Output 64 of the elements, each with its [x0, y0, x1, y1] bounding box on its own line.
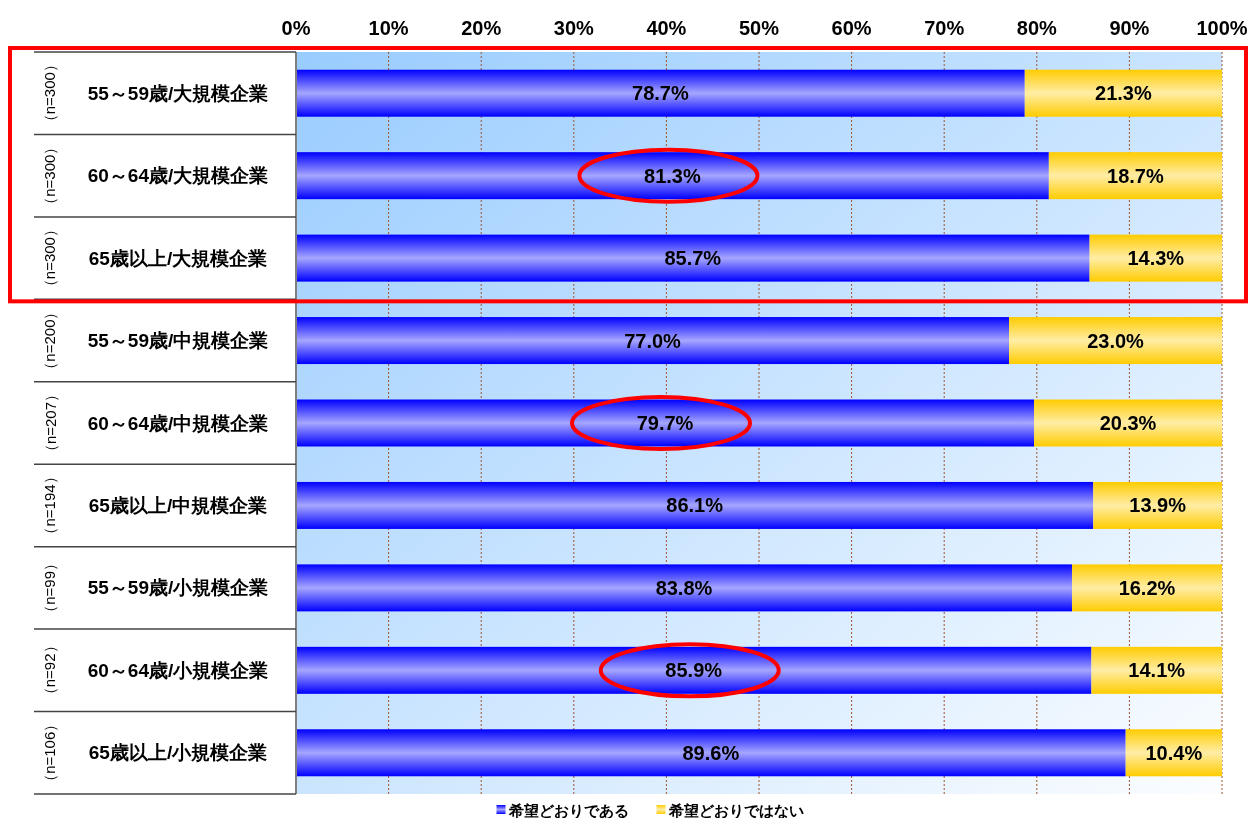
- data-label: 20.3%: [1099, 412, 1157, 434]
- data-label: 79.7%: [636, 412, 694, 434]
- y-tick-label: 55～59歳/大規模企業: [87, 82, 269, 104]
- annotation: （n=92）: [41, 638, 59, 703]
- y-tick-label: 65歳以上/中規模企業: [88, 494, 268, 516]
- x-tick-label: 40%: [646, 17, 687, 39]
- y-tick-label: 60～64歳/小規模企業: [87, 659, 269, 681]
- y-tick-label: 60～64歳/大規模企業: [87, 165, 269, 187]
- bar: [296, 69, 1025, 117]
- annotation: （n=106）: [41, 716, 59, 789]
- legend-label: 希望どおりである: [507, 801, 629, 818]
- annotation: （n=300）: [41, 57, 59, 130]
- bar: [296, 481, 1094, 529]
- annotation: （n=207）: [41, 386, 59, 460]
- data-label: 83.8%: [655, 576, 713, 599]
- data-label: 18.7%: [1107, 164, 1164, 187]
- annotation: （n=99）: [41, 556, 59, 620]
- x-tick-label: 100%: [1196, 17, 1248, 39]
- bar: [1089, 234, 1222, 282]
- y-tick-label: 60～64歳/中規模企業: [87, 412, 269, 434]
- x-tick-label: 0%: [281, 17, 311, 39]
- y-tick-label: 65歳以上/大規模企業: [88, 247, 268, 269]
- x-tick-label: 70%: [924, 17, 965, 39]
- data-label: 89.6%: [682, 741, 740, 764]
- x-tick-label: 20%: [461, 17, 502, 39]
- data-label: 85.7%: [664, 247, 722, 270]
- data-label: 81.3%: [644, 164, 701, 187]
- bar: [1034, 399, 1222, 447]
- annotation: （n=200）: [41, 304, 59, 377]
- bar: [296, 564, 1072, 612]
- data-label: 86.1%: [666, 494, 724, 517]
- bar: [1048, 152, 1222, 200]
- data-label: 21.3%: [1095, 82, 1152, 105]
- x-tick-label: 60%: [831, 17, 872, 39]
- bar: [296, 317, 1010, 365]
- data-label: 13.9%: [1129, 494, 1187, 517]
- y-tick-label: 65歳以上/小規模企業: [88, 742, 268, 764]
- data-label: 10.4%: [1145, 741, 1203, 764]
- bar: [1125, 729, 1222, 777]
- x-tick-label: 90%: [1109, 17, 1150, 39]
- bar: [1093, 481, 1222, 529]
- annotation: （n=300）: [41, 139, 59, 212]
- data-label: 78.7%: [632, 82, 689, 105]
- data-label: 85.9%: [665, 659, 723, 682]
- y-tick-label: 55～59歳/小規模企業: [87, 577, 269, 599]
- bar: [1091, 646, 1222, 694]
- bar: [296, 234, 1090, 282]
- bar: [1071, 564, 1222, 612]
- x-tick-label: 30%: [553, 17, 595, 39]
- x-tick-label: 50%: [738, 17, 780, 39]
- data-label: 77.0%: [624, 329, 682, 352]
- x-tick-label: 80%: [1016, 17, 1058, 39]
- data-label: 14.1%: [1128, 659, 1186, 682]
- annotation: （n=194）: [41, 469, 59, 542]
- y-tick-label: 55～59歳/中規模企業: [87, 330, 269, 352]
- x-tick-label: 10%: [368, 17, 409, 39]
- data-label: 16.2%: [1118, 576, 1176, 599]
- data-label: 14.3%: [1127, 247, 1185, 270]
- bar: [1009, 317, 1222, 365]
- legend-label: 希望どおりではない: [667, 801, 804, 818]
- bar: [1024, 69, 1222, 117]
- data-label: 23.0%: [1087, 329, 1145, 352]
- annotation: （n=300）: [41, 222, 59, 295]
- bar: [296, 729, 1126, 777]
